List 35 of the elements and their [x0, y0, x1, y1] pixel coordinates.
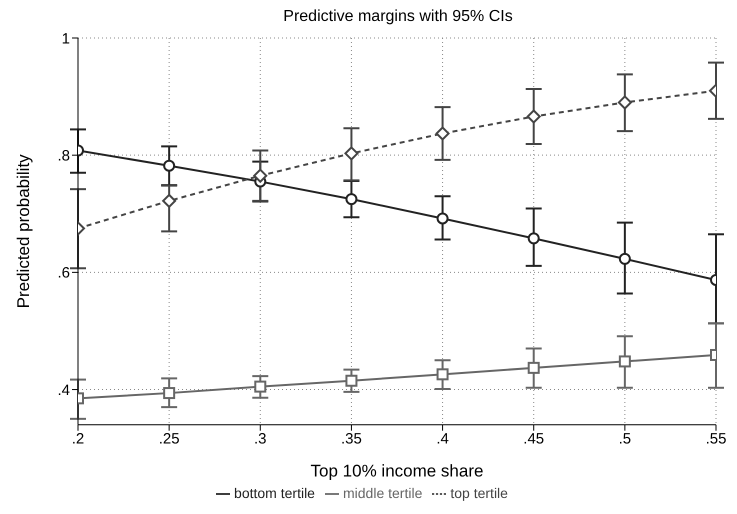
x-axis-title: Top 10% income share: [310, 462, 484, 481]
point: [163, 160, 176, 172]
y-tick-label: .6: [57, 264, 70, 282]
y-tick-label: .4: [57, 382, 70, 399]
point: [528, 232, 540, 244]
y-axis-title: Predicted probability: [14, 154, 34, 308]
point: [253, 168, 268, 183]
point: [254, 380, 266, 393]
point: [436, 368, 449, 380]
point: [526, 110, 541, 124]
x-tick-label: .25: [158, 430, 180, 448]
point: [344, 146, 358, 160]
y-tick-label: 1: [62, 30, 70, 48]
x-tick-label: .5: [618, 430, 632, 448]
x-tick-label: .45: [523, 430, 544, 448]
point: [528, 362, 540, 374]
chart-title: Predictive margins with 95% CIs: [282, 8, 514, 27]
point: [345, 374, 358, 387]
point: [163, 387, 176, 400]
legend-label: bottom tertile: [234, 484, 315, 501]
y-tick-label: .8: [57, 148, 70, 165]
x-tick-label: .4: [436, 430, 449, 448]
x-tick-label: .35: [341, 430, 362, 448]
point: [436, 126, 450, 141]
x-tick-label: .3: [254, 430, 267, 448]
legend-label: middle tertile: [342, 484, 422, 501]
point: [162, 194, 176, 208]
point: [345, 193, 358, 206]
point: [618, 95, 632, 110]
point: [618, 252, 631, 265]
legend-label: top tertile: [450, 484, 508, 501]
point: [618, 355, 631, 368]
x-tick-label: .2: [72, 430, 84, 448]
x-tick-label: .55: [706, 430, 726, 448]
point: [436, 212, 449, 224]
